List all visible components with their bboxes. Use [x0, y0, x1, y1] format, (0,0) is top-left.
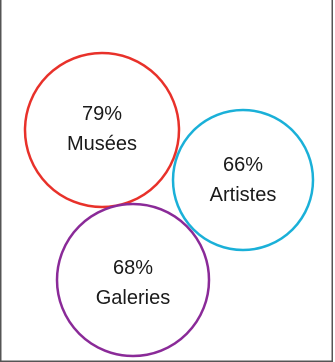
bubble-label-artistes: Artistes: [210, 184, 277, 206]
bubble-musees: 79% Musées: [23, 51, 181, 209]
bubble-label-musees: Musées: [67, 133, 137, 155]
bubble-artistes: 66% Artistes: [171, 108, 315, 252]
bubble-galeries: 68% Galeries: [55, 202, 211, 358]
bubble-label-galeries: Galeries: [96, 287, 170, 309]
bubble-percent-artistes: 66%: [223, 154, 263, 176]
bubble-circle-musees: [23, 51, 181, 209]
bubble-circle-artistes: [171, 108, 315, 252]
bubble-percent-galeries: 68%: [113, 257, 153, 279]
bubble-circle-galeries: [55, 202, 211, 358]
bubble-percent-musees: 79%: [82, 103, 122, 125]
